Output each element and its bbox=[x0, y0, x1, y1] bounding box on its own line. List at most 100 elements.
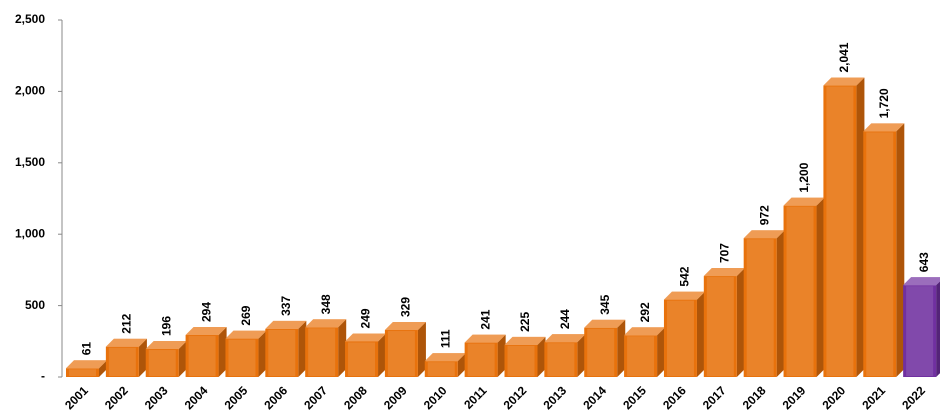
x-tick-label: 2022 bbox=[899, 383, 928, 412]
bar-front-gloss bbox=[69, 369, 96, 376]
bar-front bbox=[544, 342, 578, 377]
bar-side bbox=[99, 360, 107, 377]
bar-side bbox=[138, 338, 147, 377]
bar-front bbox=[783, 205, 817, 377]
bar-top-light bbox=[863, 123, 905, 132]
bar-side-shade bbox=[577, 334, 586, 377]
bar-top bbox=[66, 360, 107, 369]
bar-top bbox=[703, 268, 745, 277]
bar-side bbox=[696, 291, 705, 377]
bar bbox=[345, 333, 387, 377]
bar-side bbox=[856, 77, 865, 377]
x-tick-label: 2001 bbox=[62, 383, 91, 412]
bar-front bbox=[464, 342, 498, 377]
value-label: 241 bbox=[478, 309, 492, 329]
bar-front-gloss bbox=[268, 329, 296, 376]
value-label: 269 bbox=[239, 305, 253, 325]
bar bbox=[624, 327, 666, 377]
bar-top bbox=[863, 123, 905, 132]
bar-side bbox=[896, 123, 905, 377]
bar-side bbox=[936, 281, 940, 377]
x-tick-label: 2012 bbox=[501, 383, 530, 412]
bar-front-gloss bbox=[467, 343, 495, 376]
bar-side bbox=[258, 330, 267, 377]
bar-top-light bbox=[544, 334, 586, 343]
x-tick-label: 2014 bbox=[580, 383, 609, 412]
bar-front-gloss bbox=[108, 347, 136, 376]
x-tick-label: 2002 bbox=[102, 383, 131, 412]
bar-top-light bbox=[424, 353, 466, 362]
bar-side bbox=[417, 322, 426, 377]
bar bbox=[305, 319, 347, 377]
bar-top bbox=[903, 277, 940, 286]
bar-side-shade bbox=[537, 336, 546, 377]
bar-top-light bbox=[464, 334, 506, 343]
bar-side-shade bbox=[776, 230, 785, 377]
bar-front bbox=[703, 276, 737, 377]
bar-front bbox=[584, 327, 618, 377]
bar-front bbox=[863, 131, 897, 377]
bar bbox=[464, 334, 506, 377]
x-tick-label: 2016 bbox=[660, 383, 689, 412]
bar-top bbox=[823, 77, 865, 86]
bar-top bbox=[504, 336, 546, 345]
bar-side-shade bbox=[298, 320, 307, 377]
bar-top bbox=[783, 197, 825, 206]
bar bbox=[823, 77, 865, 377]
bar bbox=[743, 230, 785, 377]
bar-top-light bbox=[823, 77, 865, 86]
bar-side-shade bbox=[258, 330, 267, 377]
bar-side bbox=[736, 268, 745, 377]
bar-top-light bbox=[624, 327, 666, 336]
bar-top bbox=[743, 230, 785, 239]
bar-front bbox=[145, 349, 179, 377]
bar-front bbox=[384, 330, 418, 377]
bar-top bbox=[265, 320, 307, 329]
bar bbox=[265, 320, 307, 377]
y-tick-label: - bbox=[41, 369, 45, 383]
bar-side bbox=[378, 333, 387, 377]
bar-top bbox=[225, 330, 267, 339]
x-tick-label: 2021 bbox=[859, 383, 888, 412]
bar-side bbox=[497, 334, 506, 377]
bar bbox=[105, 338, 147, 377]
bar-side-shade bbox=[497, 334, 506, 377]
bar-front-gloss bbox=[387, 331, 415, 376]
bar-side-shade bbox=[178, 341, 187, 377]
value-label: 337 bbox=[279, 296, 293, 316]
bar-top bbox=[305, 319, 347, 328]
y-tick-label: 2,000 bbox=[15, 84, 45, 98]
bar-top-light bbox=[703, 268, 745, 277]
x-tick-label: 2013 bbox=[540, 383, 569, 412]
bar-front-gloss bbox=[746, 239, 774, 376]
x-tick-label: 2015 bbox=[620, 383, 649, 412]
value-label: 196 bbox=[159, 316, 173, 336]
bar-side-shade bbox=[736, 268, 745, 377]
bar-side-shade bbox=[218, 327, 227, 377]
bar-front bbox=[424, 361, 458, 377]
y-tick-label: 1,500 bbox=[15, 155, 45, 169]
bar bbox=[703, 268, 745, 377]
bar bbox=[544, 334, 586, 377]
bar-side-shade bbox=[896, 123, 905, 377]
x-tick-label: 2007 bbox=[301, 383, 330, 412]
bar-side bbox=[298, 320, 307, 377]
bar-side bbox=[776, 230, 785, 377]
bar-front bbox=[624, 335, 658, 377]
y-tick-label: 2,500 bbox=[15, 12, 45, 26]
bar bbox=[863, 123, 905, 377]
bar bbox=[424, 353, 466, 377]
bar-front-gloss bbox=[188, 336, 216, 376]
bar-front bbox=[345, 341, 379, 377]
value-label: 345 bbox=[598, 294, 612, 314]
bar-front-gloss bbox=[308, 328, 336, 376]
bar-front bbox=[305, 327, 339, 377]
x-tick-label: 2003 bbox=[142, 383, 171, 412]
bar-side-shade bbox=[696, 291, 705, 377]
bar-front bbox=[105, 346, 139, 377]
bar-side bbox=[338, 319, 347, 377]
bar-top bbox=[105, 338, 147, 347]
bar-front bbox=[504, 344, 538, 377]
bar-side-shade bbox=[657, 327, 666, 377]
